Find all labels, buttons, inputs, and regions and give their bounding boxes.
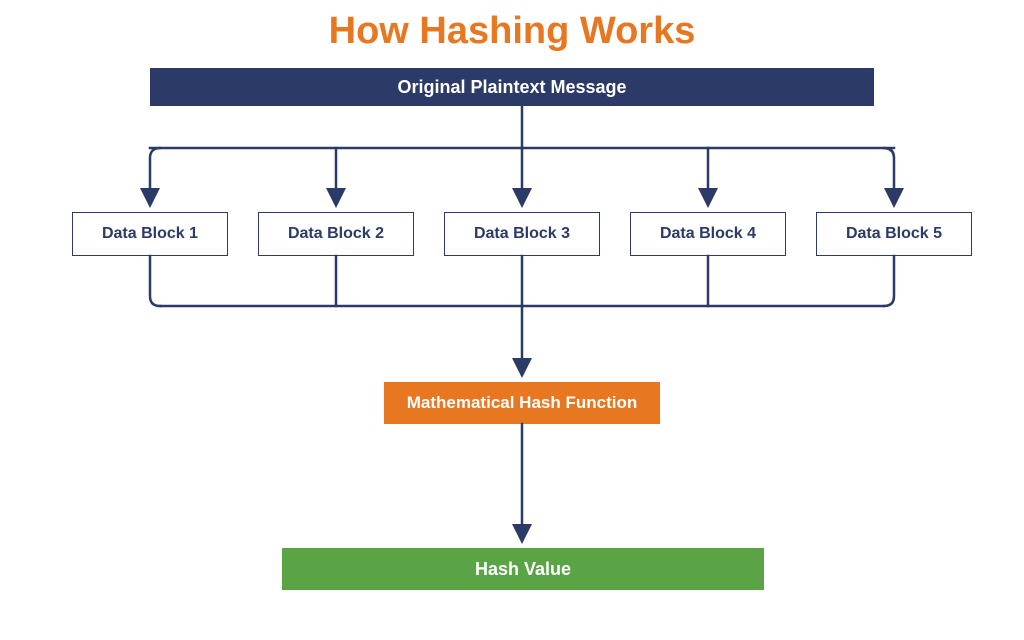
data-block-3-label: Data Block 3 xyxy=(474,225,570,243)
data-block-1: Data Block 1 xyxy=(72,212,228,256)
data-block-4-label: Data Block 4 xyxy=(660,225,756,243)
plaintext-box: Original Plaintext Message xyxy=(150,68,874,106)
data-block-2: Data Block 2 xyxy=(258,212,414,256)
data-block-5: Data Block 5 xyxy=(816,212,972,256)
data-block-3: Data Block 3 xyxy=(444,212,600,256)
hash-function-label: Mathematical Hash Function xyxy=(407,393,637,413)
data-block-2-label: Data Block 2 xyxy=(288,225,384,243)
hash-value-label: Hash Value xyxy=(475,559,571,580)
data-block-1-label: Data Block 1 xyxy=(102,225,198,243)
title-text: How Hashing Works xyxy=(329,10,696,52)
data-block-5-label: Data Block 5 xyxy=(846,225,942,243)
hash-value-box: Hash Value xyxy=(282,548,764,590)
hash-function-box: Mathematical Hash Function xyxy=(384,382,660,424)
data-block-4: Data Block 4 xyxy=(630,212,786,256)
diagram-title: How Hashing Works xyxy=(0,10,1024,53)
plaintext-label: Original Plaintext Message xyxy=(397,77,626,98)
